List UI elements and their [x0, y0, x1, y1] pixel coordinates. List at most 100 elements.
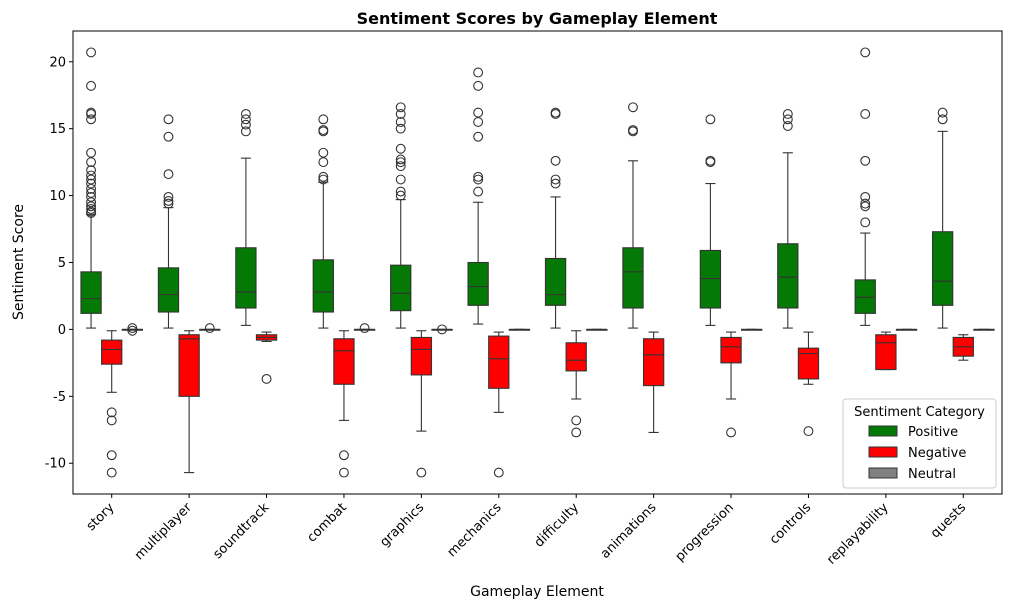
box-negative: [333, 338, 355, 385]
outlier-point: [163, 131, 174, 142]
outlier-point: [318, 157, 329, 168]
y-tick-label: 5: [58, 256, 66, 271]
box-negative: [797, 347, 820, 380]
outlier-point: [395, 123, 406, 134]
outlier-point: [86, 157, 97, 168]
y-tick-label: 10: [49, 189, 66, 204]
outlier-point: [860, 47, 871, 58]
outlier-point: [782, 114, 793, 125]
outlier-point: [473, 171, 484, 182]
x-tick-label: replayability: [824, 500, 892, 568]
outlier-point: [705, 114, 716, 125]
outlier-point: [163, 114, 174, 125]
outlier-point: [782, 121, 793, 131]
outlier-point: [473, 186, 484, 197]
x-tick-label: combat: [304, 500, 349, 545]
outlier-point: [163, 169, 174, 180]
outlier-point: [318, 171, 329, 182]
outlier-point: [106, 467, 117, 478]
y-tick-label: 15: [49, 122, 66, 137]
outlier-point: [86, 170, 97, 181]
outlier-point: [550, 155, 561, 166]
legend-label: Neutral: [908, 467, 956, 482]
y-tick-label: 20: [49, 55, 66, 70]
outlier-point: [628, 102, 638, 113]
x-tick-label: mechanics: [445, 500, 505, 560]
outlier-point: [86, 183, 97, 194]
outlier-point: [240, 109, 251, 119]
box-negative: [720, 336, 742, 364]
outlier-point: [106, 415, 117, 426]
box-positive: [931, 231, 954, 306]
box-positive: [854, 279, 876, 314]
outlier-point: [860, 155, 871, 166]
outlier-point: [86, 47, 97, 58]
outlier-point: [163, 198, 174, 209]
box-positive: [312, 259, 334, 313]
outlier-point: [473, 174, 484, 185]
outlier-point: [395, 154, 406, 165]
box-negative: [875, 334, 897, 371]
outlier-point: [261, 373, 272, 384]
outlier-point: [86, 178, 97, 189]
outlier-point: [493, 467, 504, 478]
box-negative: [642, 338, 665, 387]
outlier-point: [204, 323, 215, 334]
outlier-point: [359, 323, 370, 334]
outlier-point: [86, 165, 97, 176]
box-positive: [235, 247, 257, 309]
chart-title: Sentiment Scores by Gameplay Element: [357, 9, 718, 28]
outlier-point: [240, 119, 251, 130]
outlier-point: [127, 323, 138, 334]
outlier-point: [240, 126, 251, 137]
outlier-point: [937, 107, 948, 118]
legend-swatch-positive: [868, 425, 898, 437]
outlier-point: [550, 178, 561, 189]
box-positive: [157, 267, 180, 313]
outlier-point: [937, 114, 948, 125]
box-positive: [699, 249, 722, 309]
box-positive: [622, 247, 644, 309]
outlier-point: [395, 117, 406, 127]
outlier-point: [395, 190, 406, 201]
outlier-point: [106, 407, 117, 418]
outlier-point: [163, 195, 174, 206]
box-negative: [178, 334, 200, 397]
outlier-point: [86, 107, 97, 118]
legend-swatch-neutral: [868, 467, 898, 479]
legend-label: Negative: [908, 446, 966, 461]
outlier-point: [395, 102, 406, 113]
outlier-point: [803, 426, 814, 437]
legend-swatch-negative: [868, 446, 898, 458]
outlier-point: [550, 107, 561, 118]
outlier-point: [86, 204, 97, 214]
outlier-point: [127, 325, 138, 336]
outlier-point: [86, 147, 97, 158]
outlier-point: [860, 109, 871, 119]
outlier-point: [106, 450, 117, 461]
outlier-point: [86, 197, 97, 208]
outlier-point: [550, 174, 561, 185]
legend-label: Positive: [908, 425, 958, 440]
box-negative: [410, 336, 433, 376]
box-positive: [467, 261, 489, 306]
outlier-point: [339, 467, 349, 478]
outlier-point: [240, 114, 251, 125]
outlier-point: [163, 191, 174, 202]
outlier-point: [705, 155, 716, 166]
box-negative: [565, 342, 587, 372]
outlier-point: [416, 467, 427, 478]
y-tick-label: -10: [45, 457, 66, 472]
outlier-point: [318, 147, 329, 158]
x-tick-label: difficulty: [532, 500, 583, 551]
outlier-point: [473, 131, 484, 142]
outlier-point: [86, 206, 97, 217]
y-tick-label: -5: [53, 390, 66, 405]
x-axis-label: Gameplay Element: [470, 584, 604, 600]
outlier-point: [628, 125, 638, 135]
box-negative: [101, 339, 123, 365]
outlier-point: [473, 117, 484, 127]
y-axis-label: Sentiment Score: [11, 204, 27, 320]
outlier-point: [86, 187, 97, 198]
